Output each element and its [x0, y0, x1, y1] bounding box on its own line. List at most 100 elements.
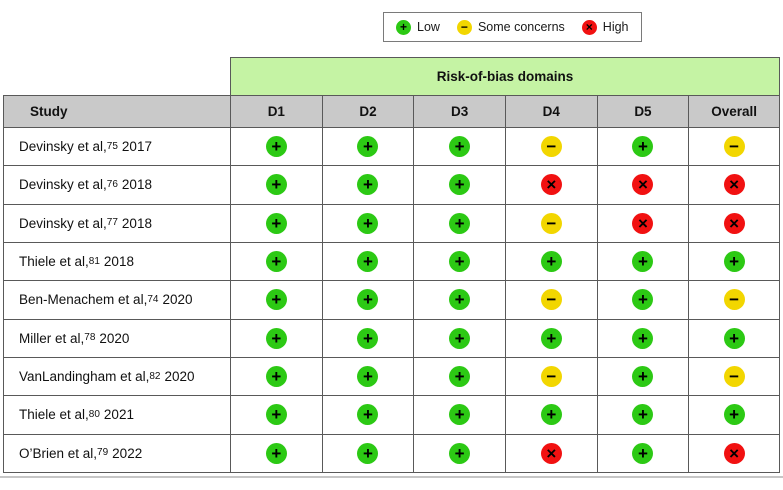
judgment-cell-d2: + — [321, 281, 414, 320]
judgment-cell-d1: + — [230, 128, 322, 167]
judgment-cell-d4: − — [504, 204, 597, 243]
low-risk-icon: + — [449, 212, 471, 234]
table-row: Thiele et al, 80 2021 + + + + + + — [3, 396, 780, 435]
study-cell: O’Brien et al, 79 2022 — [3, 434, 230, 473]
judgment-cell-d2: + — [321, 434, 414, 473]
study-year: 2017 — [121, 139, 152, 155]
study-year: 2018 — [103, 254, 134, 270]
table-row: Devinsky et al, 77 2018 + + + − × × — [3, 204, 780, 243]
study-cell: Devinsky et al, 75 2017 — [3, 128, 230, 167]
low-risk-icon: + — [632, 251, 654, 273]
low-risk-icon: + — [396, 19, 411, 35]
judgment-cell-overall: × — [688, 434, 780, 473]
risk-of-bias-table: Risk-of-bias domains Study D1 D2 D3 D4 D… — [3, 57, 780, 473]
low-risk-icon: + — [449, 289, 471, 311]
judgment-cell-d3: + — [413, 281, 505, 320]
study-cell: Miller et al, 78 2020 — [3, 319, 230, 358]
table-body: Devinsky et al, 75 2017 + + + − + − Devins… — [3, 128, 780, 473]
study-cell: VanLandingham et al, 82 2020 — [3, 357, 230, 397]
table-row: Miller et al, 78 2020 + + + + + + — [3, 319, 780, 358]
low-risk-icon: + — [357, 404, 379, 426]
judgment-cell-d5: + — [596, 281, 689, 320]
low-risk-icon: + — [449, 174, 471, 196]
study-name: Devinsky et al, — [19, 139, 107, 155]
some-concerns-icon: − — [723, 136, 745, 158]
low-risk-icon: + — [357, 212, 379, 234]
judgment-cell-d5: × — [596, 204, 689, 243]
judgment-cell-d1: + — [230, 281, 322, 320]
judgment-cell-overall: + — [688, 242, 780, 282]
study-cell: Ben-Menachem et al, 74 2020 — [3, 281, 230, 320]
low-risk-icon: + — [632, 442, 654, 464]
table-row: Thiele et al, 81 2018 + + + + + + — [3, 242, 780, 282]
low-risk-icon: + — [265, 174, 287, 196]
judgment-cell-d2: + — [321, 396, 414, 435]
study-cell: Devinsky et al, 77 2018 — [3, 204, 230, 243]
high-risk-icon: × — [581, 19, 597, 35]
judgment-cell-d1: + — [230, 396, 322, 435]
judgment-cell-overall: + — [688, 396, 780, 435]
low-risk-icon: + — [265, 289, 287, 311]
high-risk-icon: × — [723, 212, 745, 234]
study-name: Devinsky et al, — [19, 177, 107, 193]
judgment-cell-d5: + — [596, 242, 689, 282]
judgment-cell-d5: + — [596, 396, 689, 435]
low-risk-icon: + — [632, 327, 654, 349]
judgment-cell-d2: + — [321, 204, 414, 243]
low-risk-icon: + — [632, 289, 654, 311]
judgment-cell-d3: + — [413, 204, 505, 243]
judgment-cell-d1: + — [230, 166, 322, 205]
low-risk-icon: + — [357, 251, 379, 273]
judgment-cell-d2: + — [321, 128, 414, 167]
low-risk-icon: + — [265, 366, 287, 388]
some-concerns-icon: − — [456, 19, 472, 35]
low-risk-icon: + — [265, 251, 287, 273]
judgment-cell-d2: + — [321, 357, 414, 397]
judgment-cell-d1: + — [230, 434, 322, 473]
column-header-d3: D3 — [413, 95, 505, 128]
legend-item-low: + Low — [396, 19, 440, 35]
study-name: O’Brien et al, — [19, 445, 98, 461]
judgment-cell-d2: + — [321, 166, 414, 205]
bottom-divider — [0, 476, 783, 478]
study-year: 2020 — [99, 330, 130, 346]
study-name: Miller et al, — [19, 330, 85, 346]
low-risk-icon: + — [723, 327, 745, 349]
study-name: Ben-Menachem et al, — [19, 292, 148, 308]
judgment-cell-d4: − — [504, 357, 597, 397]
low-risk-icon: + — [265, 136, 287, 158]
domains-band-row: Risk-of-bias domains — [3, 57, 780, 95]
low-risk-icon: + — [540, 404, 562, 426]
judgment-cell-d5: + — [596, 128, 689, 167]
high-risk-icon: × — [723, 174, 745, 196]
judgment-cell-d4: × — [504, 166, 597, 205]
study-cell: Thiele et al, 81 2018 — [3, 242, 230, 282]
judgment-cell-overall: + — [688, 319, 780, 358]
judgment-cell-d1: + — [230, 204, 322, 243]
table-row: O’Brien et al, 79 2022 + + + × + × — [3, 434, 780, 473]
some-concerns-icon: − — [723, 366, 745, 388]
high-risk-icon: × — [632, 212, 654, 234]
column-header-d1: D1 — [230, 95, 322, 128]
low-risk-icon: + — [357, 366, 379, 388]
judgment-cell-d2: + — [321, 242, 414, 282]
judgment-cell-d5: + — [596, 434, 689, 473]
table-row: VanLandingham et al, 82 2020 + + + − + − — [3, 357, 780, 397]
judgment-cell-d5: × — [596, 166, 689, 205]
legend-item-high: × High — [581, 19, 629, 35]
study-name: Thiele et al, — [19, 254, 89, 270]
low-risk-icon: + — [449, 251, 471, 273]
column-header-row: Study D1 D2 D3 D4 D5 Overall — [3, 95, 780, 128]
high-risk-icon: × — [632, 174, 654, 196]
low-risk-icon: + — [357, 174, 379, 196]
judgment-cell-overall: × — [688, 166, 780, 205]
low-risk-icon: + — [265, 212, 287, 234]
study-name: VanLandingham et al, — [19, 369, 150, 385]
study-year: 2022 — [112, 445, 143, 461]
legend-item-label: Low — [417, 20, 440, 34]
table-row: Devinsky et al, 75 2017 + + + − + − — [3, 128, 780, 167]
low-risk-icon: + — [632, 404, 654, 426]
high-risk-icon: × — [540, 442, 562, 464]
low-risk-icon: + — [632, 366, 654, 388]
